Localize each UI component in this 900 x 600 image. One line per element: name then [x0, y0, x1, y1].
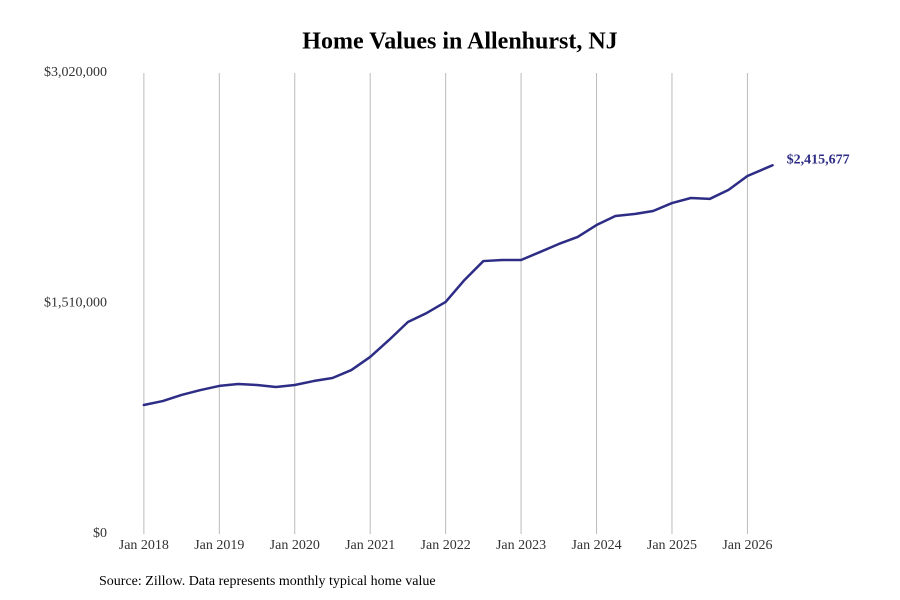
line [142, 163, 774, 407]
chart-title: Home Values in Allenhurst, NJ [302, 29, 617, 55]
x-tick-label: Jan 2026 [722, 538, 772, 553]
x-tick-label: Jan 2021 [345, 538, 395, 553]
x-tick-label: Jan 2020 [270, 538, 320, 553]
value-label: $2,415,677 [787, 152, 850, 167]
x-tick-label: Jan 2025 [647, 538, 697, 553]
x-tick-label: Jan 2022 [421, 538, 471, 553]
y-tick-label: $1,510,000 [44, 296, 107, 311]
x-tick-label: Jan 2023 [496, 538, 546, 553]
x-tick-label: Jan 2019 [194, 538, 244, 553]
source-note: Source: Zillow. Data represents monthly … [99, 574, 436, 589]
x-tick-label: Jan 2024 [571, 538, 621, 553]
y-tick-label: $0 [93, 526, 107, 541]
x-tick-label: Jan 2018 [119, 538, 169, 553]
y-tick-label: $3,020,000 [44, 65, 107, 80]
